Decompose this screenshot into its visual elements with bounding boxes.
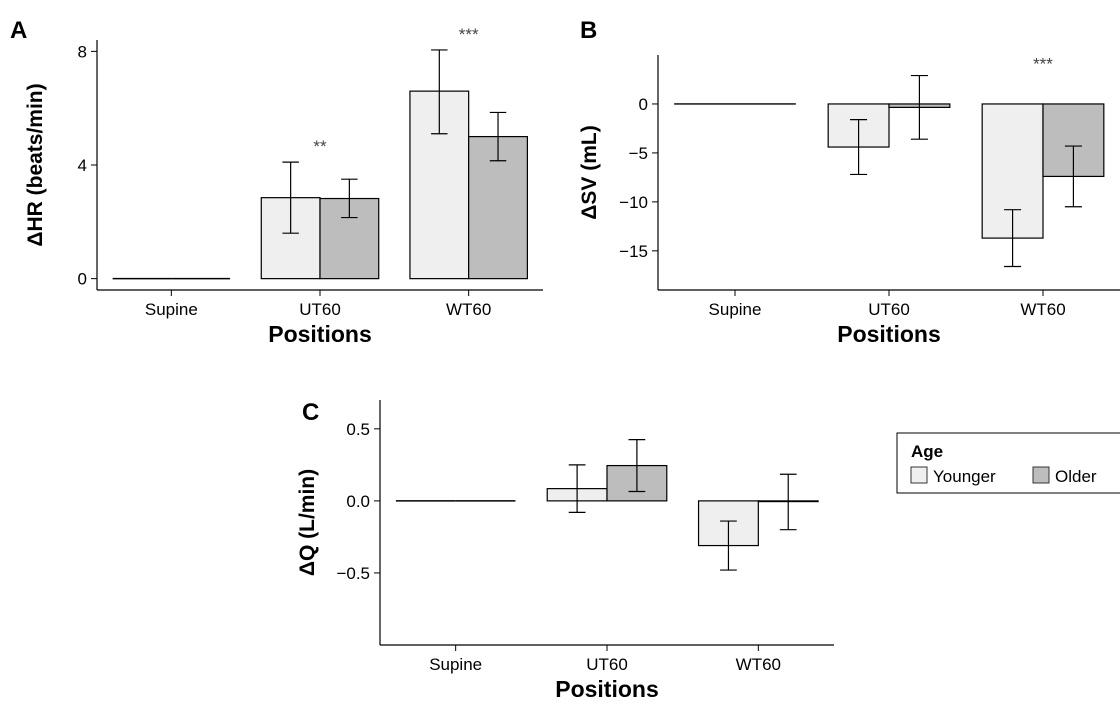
panel-letter: B (580, 17, 597, 44)
panel-letter: C (302, 399, 319, 426)
legend-title: Age (911, 442, 943, 461)
y-tick-label: −0.5 (336, 564, 370, 583)
y-tick-label: 4 (78, 156, 87, 175)
x-tick-label: Supine (429, 655, 482, 674)
x-axis-title: Positions (837, 321, 941, 347)
bar-younger (409, 90, 470, 280)
legend-label-younger: Younger (933, 467, 996, 486)
panel-c: C 0.5 0.0 −0.5 ΔQ (L/min) Positions Supine UT60… (296, 399, 834, 702)
panel-a: A 0 4 8 ΔHR (beats/min) Positions Supine UT60 **… (10, 17, 543, 347)
y-axis-title: ΔHR (beats/min) (24, 83, 47, 246)
y-axis-title: ΔQ (L/min) (296, 469, 319, 576)
y-tick-label: −10 (619, 193, 648, 212)
y-tick-label: 8 (78, 42, 87, 61)
x-axis-title: Positions (268, 321, 372, 347)
chart-panels: A 0 4 8 ΔHR (beats/min) Positions Supine UT60 **… (10, 17, 1120, 702)
y-tick-label: 0.5 (346, 420, 370, 439)
x-axis-title: Positions (555, 676, 659, 702)
y-tick-label: 0.0 (346, 492, 370, 511)
y-tick-label: 0 (78, 270, 87, 289)
x-tick-label: Supine (145, 300, 198, 319)
y-tick-label: −15 (619, 242, 648, 261)
significance-annotation: ** (313, 137, 327, 156)
y-tick-label: −5 (629, 144, 648, 163)
legend-box (896, 432, 1120, 494)
x-tick-label: Supine (709, 300, 762, 319)
x-tick-label: WT60 (446, 300, 491, 319)
legend: Age Younger Older (896, 432, 1120, 494)
panel-b: B 0 −5 −10 −15 ΔSV (mL) Positions Supine UT60 WT6… (578, 17, 1120, 347)
significance-annotation: *** (459, 25, 479, 44)
significance-annotation: *** (1033, 55, 1053, 74)
legend-swatch-younger (910, 466, 928, 484)
x-tick-label: WT60 (1020, 300, 1065, 319)
x-tick-label: UT60 (868, 300, 910, 319)
x-tick-label: UT60 (299, 300, 341, 319)
x-tick-label: WT60 (736, 655, 781, 674)
panel-letter: A (10, 17, 27, 44)
y-tick-label: 0 (639, 95, 648, 114)
legend-swatch-older (1032, 466, 1050, 484)
legend-label-older: Older (1055, 467, 1097, 486)
x-tick-label: UT60 (586, 655, 628, 674)
y-axis-title: ΔSV (mL) (578, 125, 601, 219)
